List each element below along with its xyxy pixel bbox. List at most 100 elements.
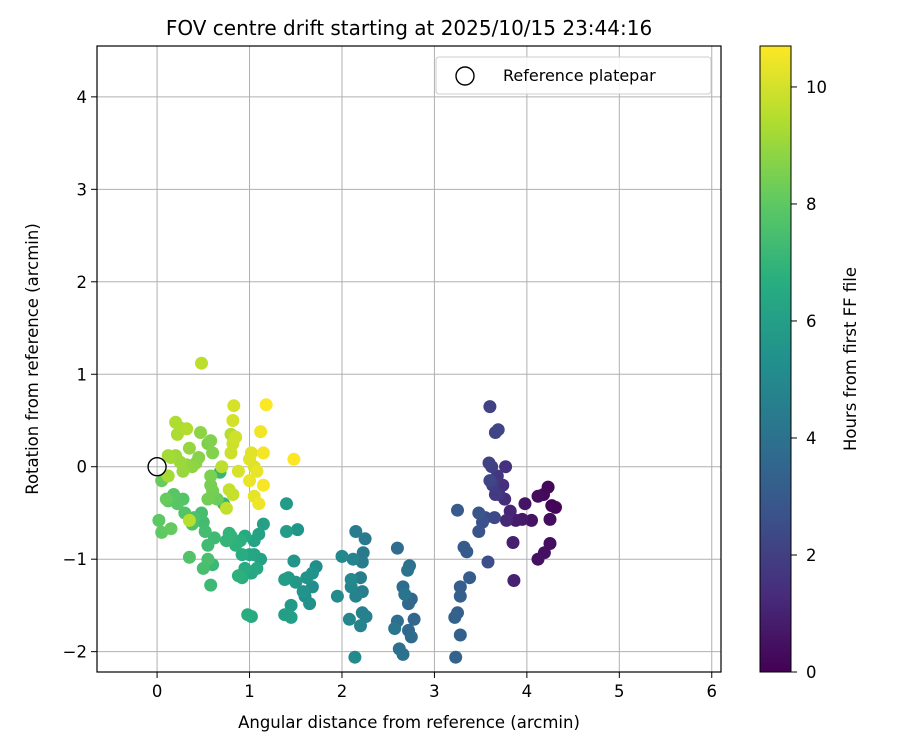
x-axis-label: Angular distance from reference (arcmin) [238,713,580,732]
scatter-point [256,446,270,460]
scatter-point [152,513,166,527]
scatter-point [182,513,196,527]
y-tick-label: 0 [77,458,88,477]
scatter-point [204,434,218,448]
scatter-point [284,598,298,612]
plot-frame [96,45,722,673]
legend-marker [455,66,475,86]
y-axis-ticks: −2 −1 0 1 2 3 4 [63,88,97,662]
scatter-point [280,525,293,538]
scatter-point [229,430,243,444]
y-tick-label: −2 [63,643,87,662]
scatter-point [354,619,367,633]
scatter-point [287,452,301,466]
scatter-point [252,497,266,511]
y-tick-label: 2 [77,273,88,292]
scatter-point [483,400,497,414]
scatter-point [482,456,496,470]
scatter-point [204,469,218,483]
scatter-point [500,513,513,527]
colorbar: 0 2 4 6 8 10 Hours from first FF file [759,45,860,682]
scatter-point [518,497,532,511]
scatter-point [250,561,264,575]
scatter-point [235,548,249,562]
scatter-point [291,523,305,537]
scatter-point [330,589,344,603]
scatter-point [488,511,501,525]
scatter-point [204,478,218,492]
scatter-point [531,552,545,566]
scatter-point [472,506,486,520]
scatter-point [278,608,292,622]
scatter-point [256,517,270,531]
scatter-point [448,610,462,624]
scatter-point [453,589,467,603]
scatter-point [404,630,418,644]
scatter-point [201,552,215,566]
scatter-point [226,488,240,501]
scatter-point [219,501,233,515]
scatter-point [460,545,474,559]
x-tick-label: 2 [337,682,348,701]
grid-lines [97,46,721,672]
scatter-point [506,536,520,549]
scatter-point [453,628,467,642]
legend-box [435,56,712,95]
colorbar-tick-label: 2 [806,546,817,565]
scatter-point [254,425,268,439]
y-axis-label: Rotation from reference (arcmin) [23,223,42,495]
scatter-point [358,532,372,546]
scatter-point [349,525,363,538]
scatter-point [335,549,349,563]
scatter-point [250,464,264,478]
scatter-point [407,612,421,626]
scatter-point [244,446,258,460]
scatter-point [206,446,220,460]
x-tick-label: 5 [614,682,625,701]
scatter-point [300,571,314,585]
scatter-point [348,650,362,664]
scatter-point [342,612,356,626]
scatter-point [499,460,513,474]
x-axis-ticks: 0 1 2 3 4 5 6 [152,672,717,701]
y-tick-label: 1 [77,365,88,384]
scatter-point [243,474,256,488]
scatter-point [396,647,410,661]
x-tick-label: 6 [707,682,718,701]
scatter-point [231,569,245,583]
scatter-point [398,587,412,601]
colorbar-tick-label: 4 [806,429,817,448]
scatter-point [201,538,215,552]
scatter-point [198,525,212,538]
scatter-point [280,497,293,511]
scatter-point [256,478,270,492]
scatter-point [204,578,218,592]
scatter-point [481,555,495,569]
scatter-point [401,563,415,577]
colorbar-gradient [759,45,792,673]
scatter-point [215,460,229,474]
y-tick-label: −1 [63,550,87,569]
legend: Reference platepar [435,56,712,95]
colorbar-tick-label: 8 [806,195,817,214]
scatter-point [296,585,310,599]
scatter-point [219,534,233,548]
scatter-point [161,449,175,463]
scatter-point [164,522,178,536]
scatter-point [182,441,196,455]
scatter-point [531,489,545,503]
scatter-point [169,415,183,429]
colorbar-tick-label: 6 [806,312,817,331]
scatter-point [259,398,273,412]
scatter-point [472,525,486,538]
scatter-point [226,414,240,427]
colorbar-tick-label: 10 [806,78,827,97]
scatter-point [463,571,477,585]
scatter-point [344,573,358,586]
scatter-point [287,554,301,568]
y-tick-label: 4 [77,88,88,107]
scatter-point [483,474,497,488]
scatter-point [194,426,207,439]
scatter-point [159,492,173,506]
